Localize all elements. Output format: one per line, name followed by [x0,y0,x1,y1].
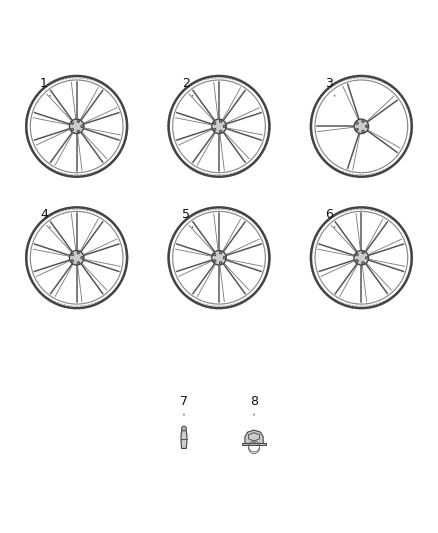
Circle shape [77,251,80,254]
Circle shape [223,256,226,259]
Polygon shape [245,430,263,443]
Circle shape [81,256,83,259]
Circle shape [219,262,222,264]
Text: 4: 4 [40,208,50,228]
Text: 2: 2 [182,77,193,96]
Circle shape [219,120,222,123]
Circle shape [77,120,80,123]
Circle shape [213,128,216,131]
Circle shape [219,251,222,254]
Text: 8: 8 [250,395,258,415]
Circle shape [212,119,226,134]
Text: 7: 7 [180,395,188,415]
Circle shape [356,128,358,131]
Circle shape [69,119,84,134]
Circle shape [356,253,358,256]
Text: 1: 1 [40,77,50,96]
Circle shape [356,260,358,262]
Circle shape [356,122,358,125]
Circle shape [71,122,74,125]
Circle shape [213,260,216,262]
Circle shape [219,130,222,133]
Circle shape [213,122,216,125]
Circle shape [81,125,83,128]
Circle shape [71,128,74,131]
Circle shape [213,253,216,256]
Circle shape [362,130,364,133]
Circle shape [365,125,368,128]
Circle shape [365,256,368,259]
Circle shape [181,426,187,431]
Text: 5: 5 [182,208,193,228]
Text: 6: 6 [325,208,335,228]
Circle shape [77,262,80,264]
Circle shape [223,125,226,128]
Circle shape [362,262,364,264]
Polygon shape [181,429,187,448]
Circle shape [77,130,80,133]
Circle shape [362,251,364,254]
Circle shape [212,251,226,265]
Circle shape [354,119,369,134]
Circle shape [354,251,369,265]
Text: 3: 3 [325,77,335,96]
Circle shape [71,253,74,256]
Circle shape [69,251,84,265]
Circle shape [362,120,364,123]
Polygon shape [242,443,266,445]
Circle shape [71,260,74,262]
